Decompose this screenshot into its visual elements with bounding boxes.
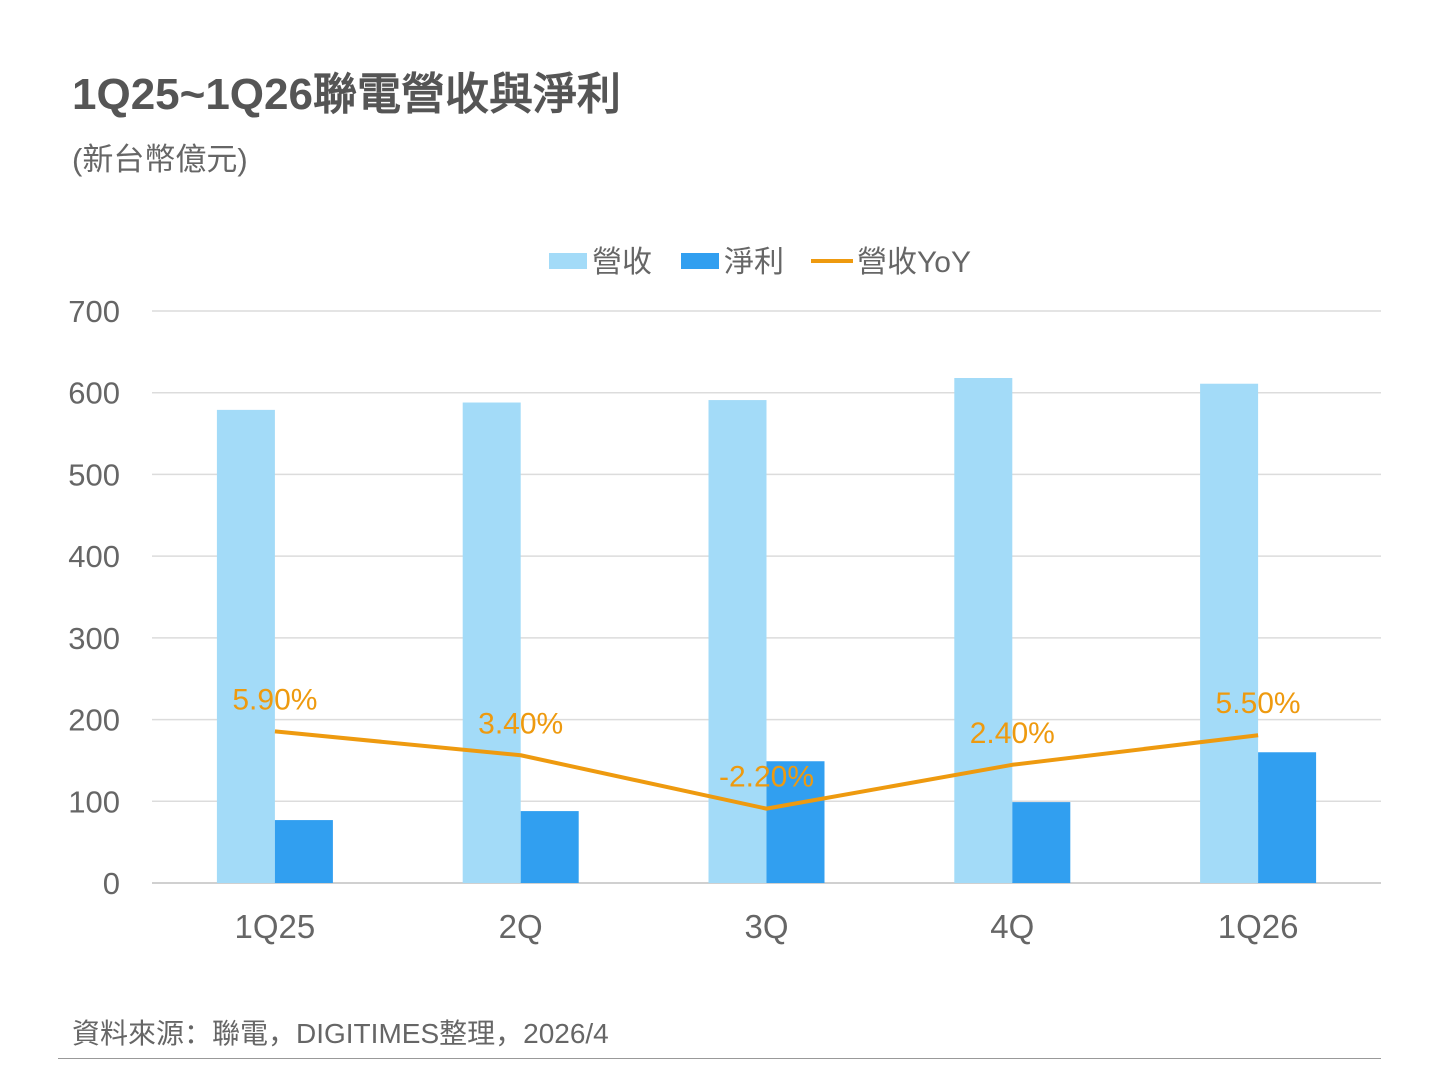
yoy-data-label: 3.40% bbox=[478, 707, 563, 740]
y-tick-label: 600 bbox=[68, 376, 120, 411]
y-tick-label: 200 bbox=[68, 703, 120, 738]
yoy-line bbox=[274, 729, 1259, 811]
bar-revenue bbox=[1200, 383, 1259, 883]
y-tick-label: 700 bbox=[68, 294, 120, 329]
bar-net-income bbox=[766, 761, 825, 883]
x-tick-label: 3Q bbox=[744, 908, 788, 945]
bar-revenue bbox=[708, 400, 767, 883]
y-tick-label: 500 bbox=[68, 457, 120, 492]
yoy-data-label: -2.20% bbox=[719, 761, 814, 794]
x-tick-label: 1Q25 bbox=[235, 908, 316, 945]
y-tick-label: 100 bbox=[68, 784, 120, 819]
legend-yoy-label: 營收YoY bbox=[857, 246, 971, 279]
y-tick-label: 400 bbox=[68, 539, 120, 574]
chart-title: 1Q25~1Q26聯電營收與淨利 bbox=[72, 70, 621, 119]
legend-revenue-swatch bbox=[549, 253, 587, 269]
bar-net-income bbox=[274, 820, 333, 883]
bar-revenue bbox=[462, 402, 521, 883]
x-tick-label: 1Q26 bbox=[1218, 908, 1299, 945]
x-tick-label: 2Q bbox=[499, 908, 543, 945]
yoy-data-label: 5.50% bbox=[1216, 687, 1301, 720]
source-note: 資料來源：聯電，DIGITIMES整理，2026/4 bbox=[72, 1018, 609, 1049]
bar-net-income bbox=[1258, 752, 1317, 883]
chart-unit-subtitle: (新台幣億元) bbox=[72, 142, 248, 177]
legend-net-income-swatch bbox=[681, 253, 719, 269]
bar-net-income bbox=[520, 811, 579, 883]
bar-revenue bbox=[216, 409, 275, 883]
legend-revenue-label: 營收 bbox=[592, 246, 652, 279]
footer-divider bbox=[58, 1058, 1381, 1059]
bar-revenue bbox=[954, 378, 1013, 883]
legend-net-income-label: 淨利 bbox=[724, 246, 784, 279]
bar-net-income bbox=[1012, 802, 1071, 883]
x-tick-label: 4Q bbox=[990, 908, 1034, 945]
y-tick-label: 0 bbox=[103, 866, 120, 901]
y-tick-label: 300 bbox=[68, 621, 120, 656]
yoy-data-label: 2.40% bbox=[970, 717, 1055, 750]
yoy-data-label: 5.90% bbox=[232, 683, 317, 716]
